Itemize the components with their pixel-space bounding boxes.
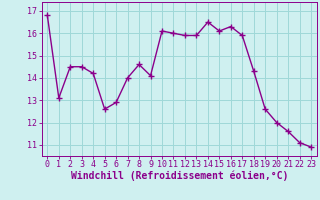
X-axis label: Windchill (Refroidissement éolien,°C): Windchill (Refroidissement éolien,°C)	[70, 171, 288, 181]
